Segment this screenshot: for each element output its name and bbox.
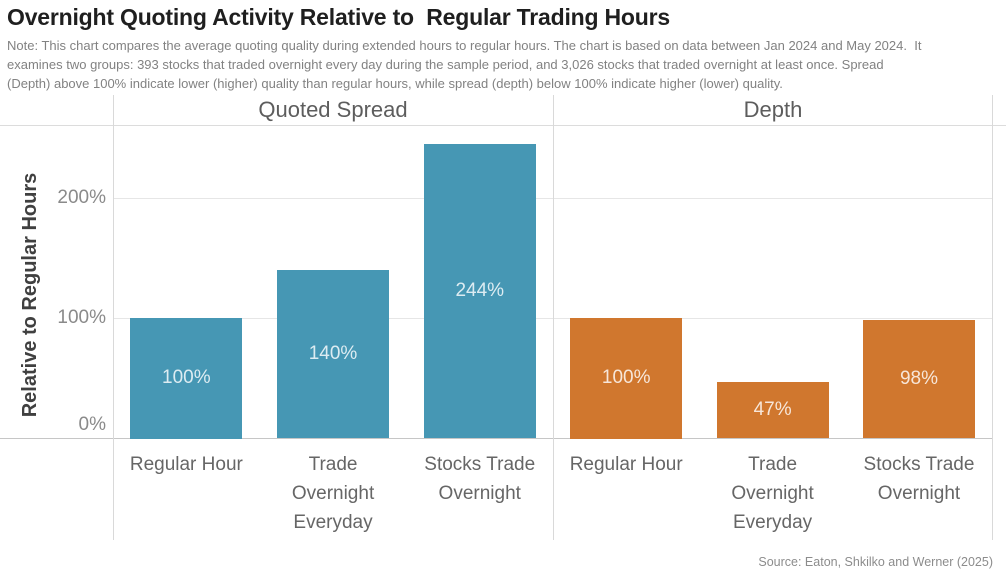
bar-value-label: 100% (601, 367, 651, 389)
y-axis-line (113, 95, 114, 540)
header-divider-line (0, 125, 1006, 126)
category-line: Overnight (731, 483, 814, 504)
panel-header-depth: Depth (743, 97, 803, 122)
bar-depth-trade-overnight-everyday: 47% (716, 381, 829, 439)
x-category-label-stocks-trade-overnight: Stocks Trade Overnight (406, 450, 553, 508)
category-line: Trade (748, 454, 798, 475)
y-tick-0pct: 0% (78, 414, 106, 435)
category-line: Regular Hour (569, 454, 683, 475)
category-line: Overnight (291, 483, 375, 504)
bar-value-label: 98% (899, 368, 939, 390)
category-line: Overnight (438, 483, 521, 504)
category-line: Everyday (732, 512, 813, 533)
y-tick-200pct: 200% (57, 187, 106, 208)
bar-value-label: 244% (455, 280, 505, 302)
category-line: Everyday (293, 512, 373, 533)
category-line: Overnight (877, 483, 961, 504)
chart-right-border (992, 95, 993, 540)
note-line-1: Note: This chart compares the average qu… (7, 38, 922, 53)
category-line: Trade (308, 454, 358, 475)
y-tick-100pct: 100% (57, 307, 106, 328)
chart-area: Quoted Spread Depth Relative to Regular … (0, 95, 1006, 555)
x-category-label-trade-overnight-everyday: Trade Overnight Everyday (260, 450, 407, 537)
source-credit: Source: Eaton, Shkilko and Werner (2025) (758, 555, 993, 569)
panel-header-quoted-spread: Quoted Spread (258, 97, 408, 122)
bar-value-label: 47% (753, 399, 792, 421)
category-line: Regular Hour (129, 454, 243, 475)
chart-title: Overnight Quoting Activity Relative to R… (7, 4, 670, 30)
x-category-label-stocks-trade-overnight: Stocks Trade Overnight (846, 450, 992, 508)
x-category-label-regular-hour: Regular Hour (553, 450, 699, 479)
x-category-label-regular-hour: Regular Hour (113, 450, 260, 479)
x-axis-baseline (0, 438, 993, 439)
category-line: Stocks Trade (863, 454, 975, 475)
bar-value-label: 100% (162, 367, 211, 389)
note-line-2: examines two groups: 393 stocks that tra… (7, 57, 884, 72)
chart-note: Note: This chart compares the average qu… (7, 36, 921, 93)
bar-depth-regular-hour: 100% (570, 318, 683, 439)
x-category-label-trade-overnight-everyday: Trade Overnight Everyday (699, 450, 845, 537)
bar-value-label: 140% (308, 343, 358, 365)
category-line: Stocks Trade (424, 454, 536, 475)
bar-quoted-spread-regular-hour: 100% (130, 318, 243, 439)
bar-depth-stocks-trade-overnight: 98% (863, 320, 975, 439)
bar-quoted-spread-trade-overnight-everyday: 140% (277, 269, 390, 439)
note-line-3: (Depth) above 100% indicate lower (highe… (7, 76, 783, 91)
bar-quoted-spread-stocks-trade-overnight: 244% (423, 144, 536, 439)
panel-divider-line (553, 95, 554, 540)
